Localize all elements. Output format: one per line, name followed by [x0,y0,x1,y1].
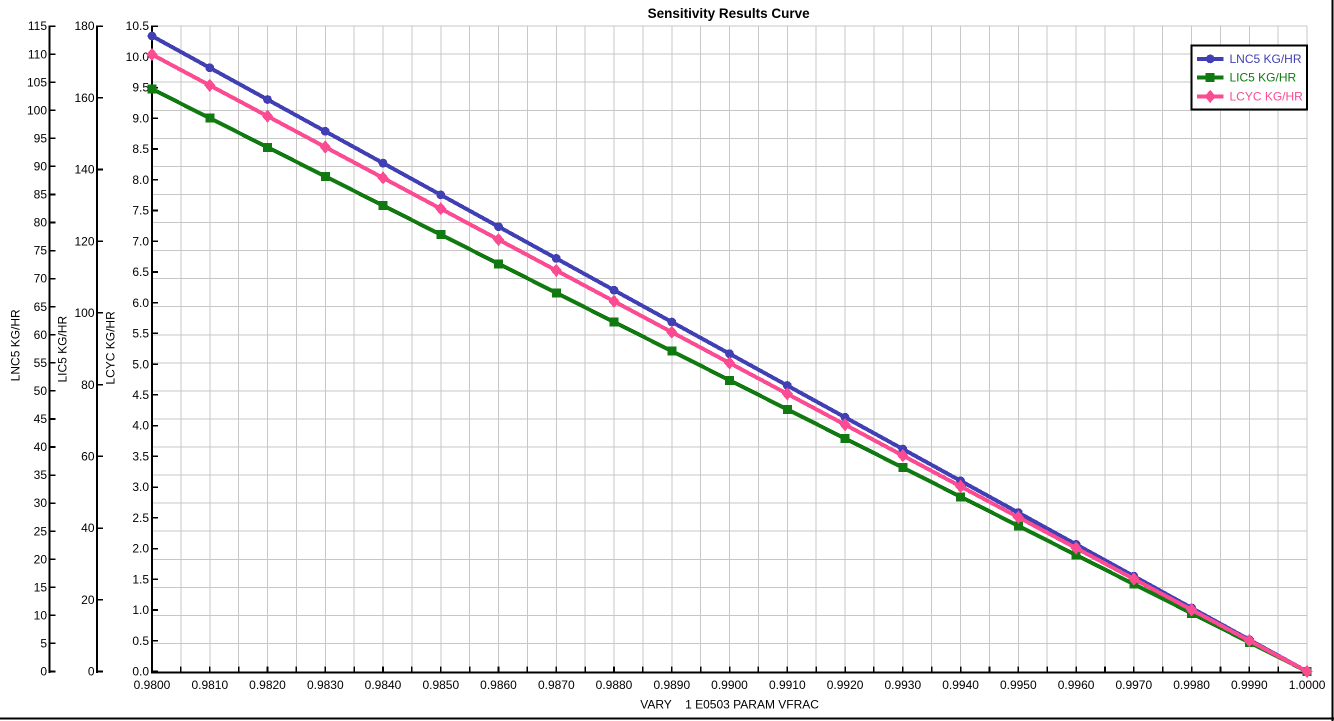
svg-text:0.9810: 0.9810 [191,678,228,692]
svg-text:0.9870: 0.9870 [538,678,575,692]
svg-text:0.9850: 0.9850 [422,678,459,692]
svg-text:180: 180 [74,19,94,33]
svg-text:LNC5 KG/HR: LNC5 KG/HR [1230,52,1302,66]
svg-text:95: 95 [34,131,48,145]
svg-text:0.9800: 0.9800 [134,678,171,692]
svg-text:55: 55 [34,356,48,370]
svg-text:LIC5 KG/HR: LIC5 KG/HR [1230,71,1297,85]
svg-text:100: 100 [74,306,94,320]
svg-text:8.0: 8.0 [132,173,149,187]
svg-text:0.9930: 0.9930 [884,678,921,692]
svg-text:LIC5 KG/HR: LIC5 KG/HR [56,316,70,383]
svg-text:5.5: 5.5 [132,327,149,341]
svg-text:0.9970: 0.9970 [1115,678,1152,692]
svg-text:5: 5 [40,637,47,651]
svg-text:15: 15 [34,580,48,594]
svg-text:75: 75 [34,244,48,258]
svg-text:50: 50 [34,384,48,398]
svg-text:6.5: 6.5 [132,265,149,279]
svg-text:7.0: 7.0 [132,234,149,248]
svg-text:1.0000: 1.0000 [1289,678,1326,692]
svg-text:105: 105 [27,75,47,89]
svg-text:3.0: 3.0 [132,480,149,494]
svg-text:85: 85 [34,188,48,202]
svg-text:1.0: 1.0 [132,603,149,617]
svg-text:160: 160 [74,91,94,105]
svg-text:30: 30 [34,496,48,510]
svg-text:110: 110 [28,47,47,61]
svg-text:7.5: 7.5 [132,204,149,218]
svg-text:2.5: 2.5 [132,511,149,525]
svg-text:0.9890: 0.9890 [653,678,690,692]
svg-text:4.0: 4.0 [132,419,149,433]
svg-text:LCYC KG/HR: LCYC KG/HR [104,311,118,385]
svg-text:70: 70 [34,272,48,286]
svg-text:40: 40 [34,440,48,454]
svg-text:140: 140 [74,163,94,177]
svg-text:0.9900: 0.9900 [711,678,748,692]
svg-text:VARY 1 E0503 PARAM VFRAC: VARY 1 E0503 PARAM VFRAC [640,698,819,712]
svg-text:100: 100 [27,103,47,117]
svg-text:0.9980: 0.9980 [1173,678,1210,692]
svg-text:60: 60 [81,450,95,464]
svg-text:2.0: 2.0 [132,542,149,556]
svg-text:0.9950: 0.9950 [1000,678,1037,692]
svg-text:9.0: 9.0 [132,111,149,125]
svg-text:0.9990: 0.9990 [1231,678,1268,692]
svg-text:0.9830: 0.9830 [307,678,344,692]
svg-text:10.0: 10.0 [126,50,150,64]
svg-text:0.9860: 0.9860 [480,678,517,692]
svg-text:0: 0 [88,665,95,679]
svg-text:LCYC KG/HR: LCYC KG/HR [1230,90,1304,104]
svg-text:8.5: 8.5 [132,142,149,156]
svg-text:35: 35 [34,468,48,482]
svg-text:65: 65 [34,300,48,314]
svg-text:1.5: 1.5 [132,572,149,586]
svg-text:80: 80 [81,378,95,392]
svg-text:6.0: 6.0 [132,296,149,310]
svg-text:20: 20 [34,552,48,566]
svg-text:120: 120 [74,234,94,248]
svg-text:3.5: 3.5 [132,450,149,464]
svg-text:10: 10 [34,609,48,623]
svg-text:0.9820: 0.9820 [249,678,286,692]
svg-text:9.5: 9.5 [132,81,149,95]
svg-text:0.9880: 0.9880 [596,678,633,692]
svg-text:0.9840: 0.9840 [365,678,402,692]
svg-text:0.9920: 0.9920 [827,678,864,692]
svg-text:0.5: 0.5 [132,634,149,648]
svg-text:90: 90 [34,160,48,174]
svg-text:80: 80 [34,216,48,230]
svg-text:45: 45 [34,412,48,426]
svg-text:Sensitivity Results Curve: Sensitivity Results Curve [648,6,811,21]
svg-text:0.9960: 0.9960 [1058,678,1095,692]
svg-text:20: 20 [81,593,95,607]
svg-text:0.9940: 0.9940 [942,678,979,692]
svg-text:60: 60 [34,328,48,342]
svg-text:10.5: 10.5 [126,19,150,33]
svg-text:0.9910: 0.9910 [769,678,806,692]
svg-text:LNC5 KG/HR: LNC5 KG/HR [9,309,23,381]
svg-text:0: 0 [40,665,47,679]
svg-text:4.5: 4.5 [132,388,149,402]
svg-text:25: 25 [34,524,48,538]
svg-text:115: 115 [28,19,47,33]
svg-text:40: 40 [81,521,95,535]
svg-text:0.0: 0.0 [132,665,149,679]
svg-text:5.0: 5.0 [132,357,149,371]
